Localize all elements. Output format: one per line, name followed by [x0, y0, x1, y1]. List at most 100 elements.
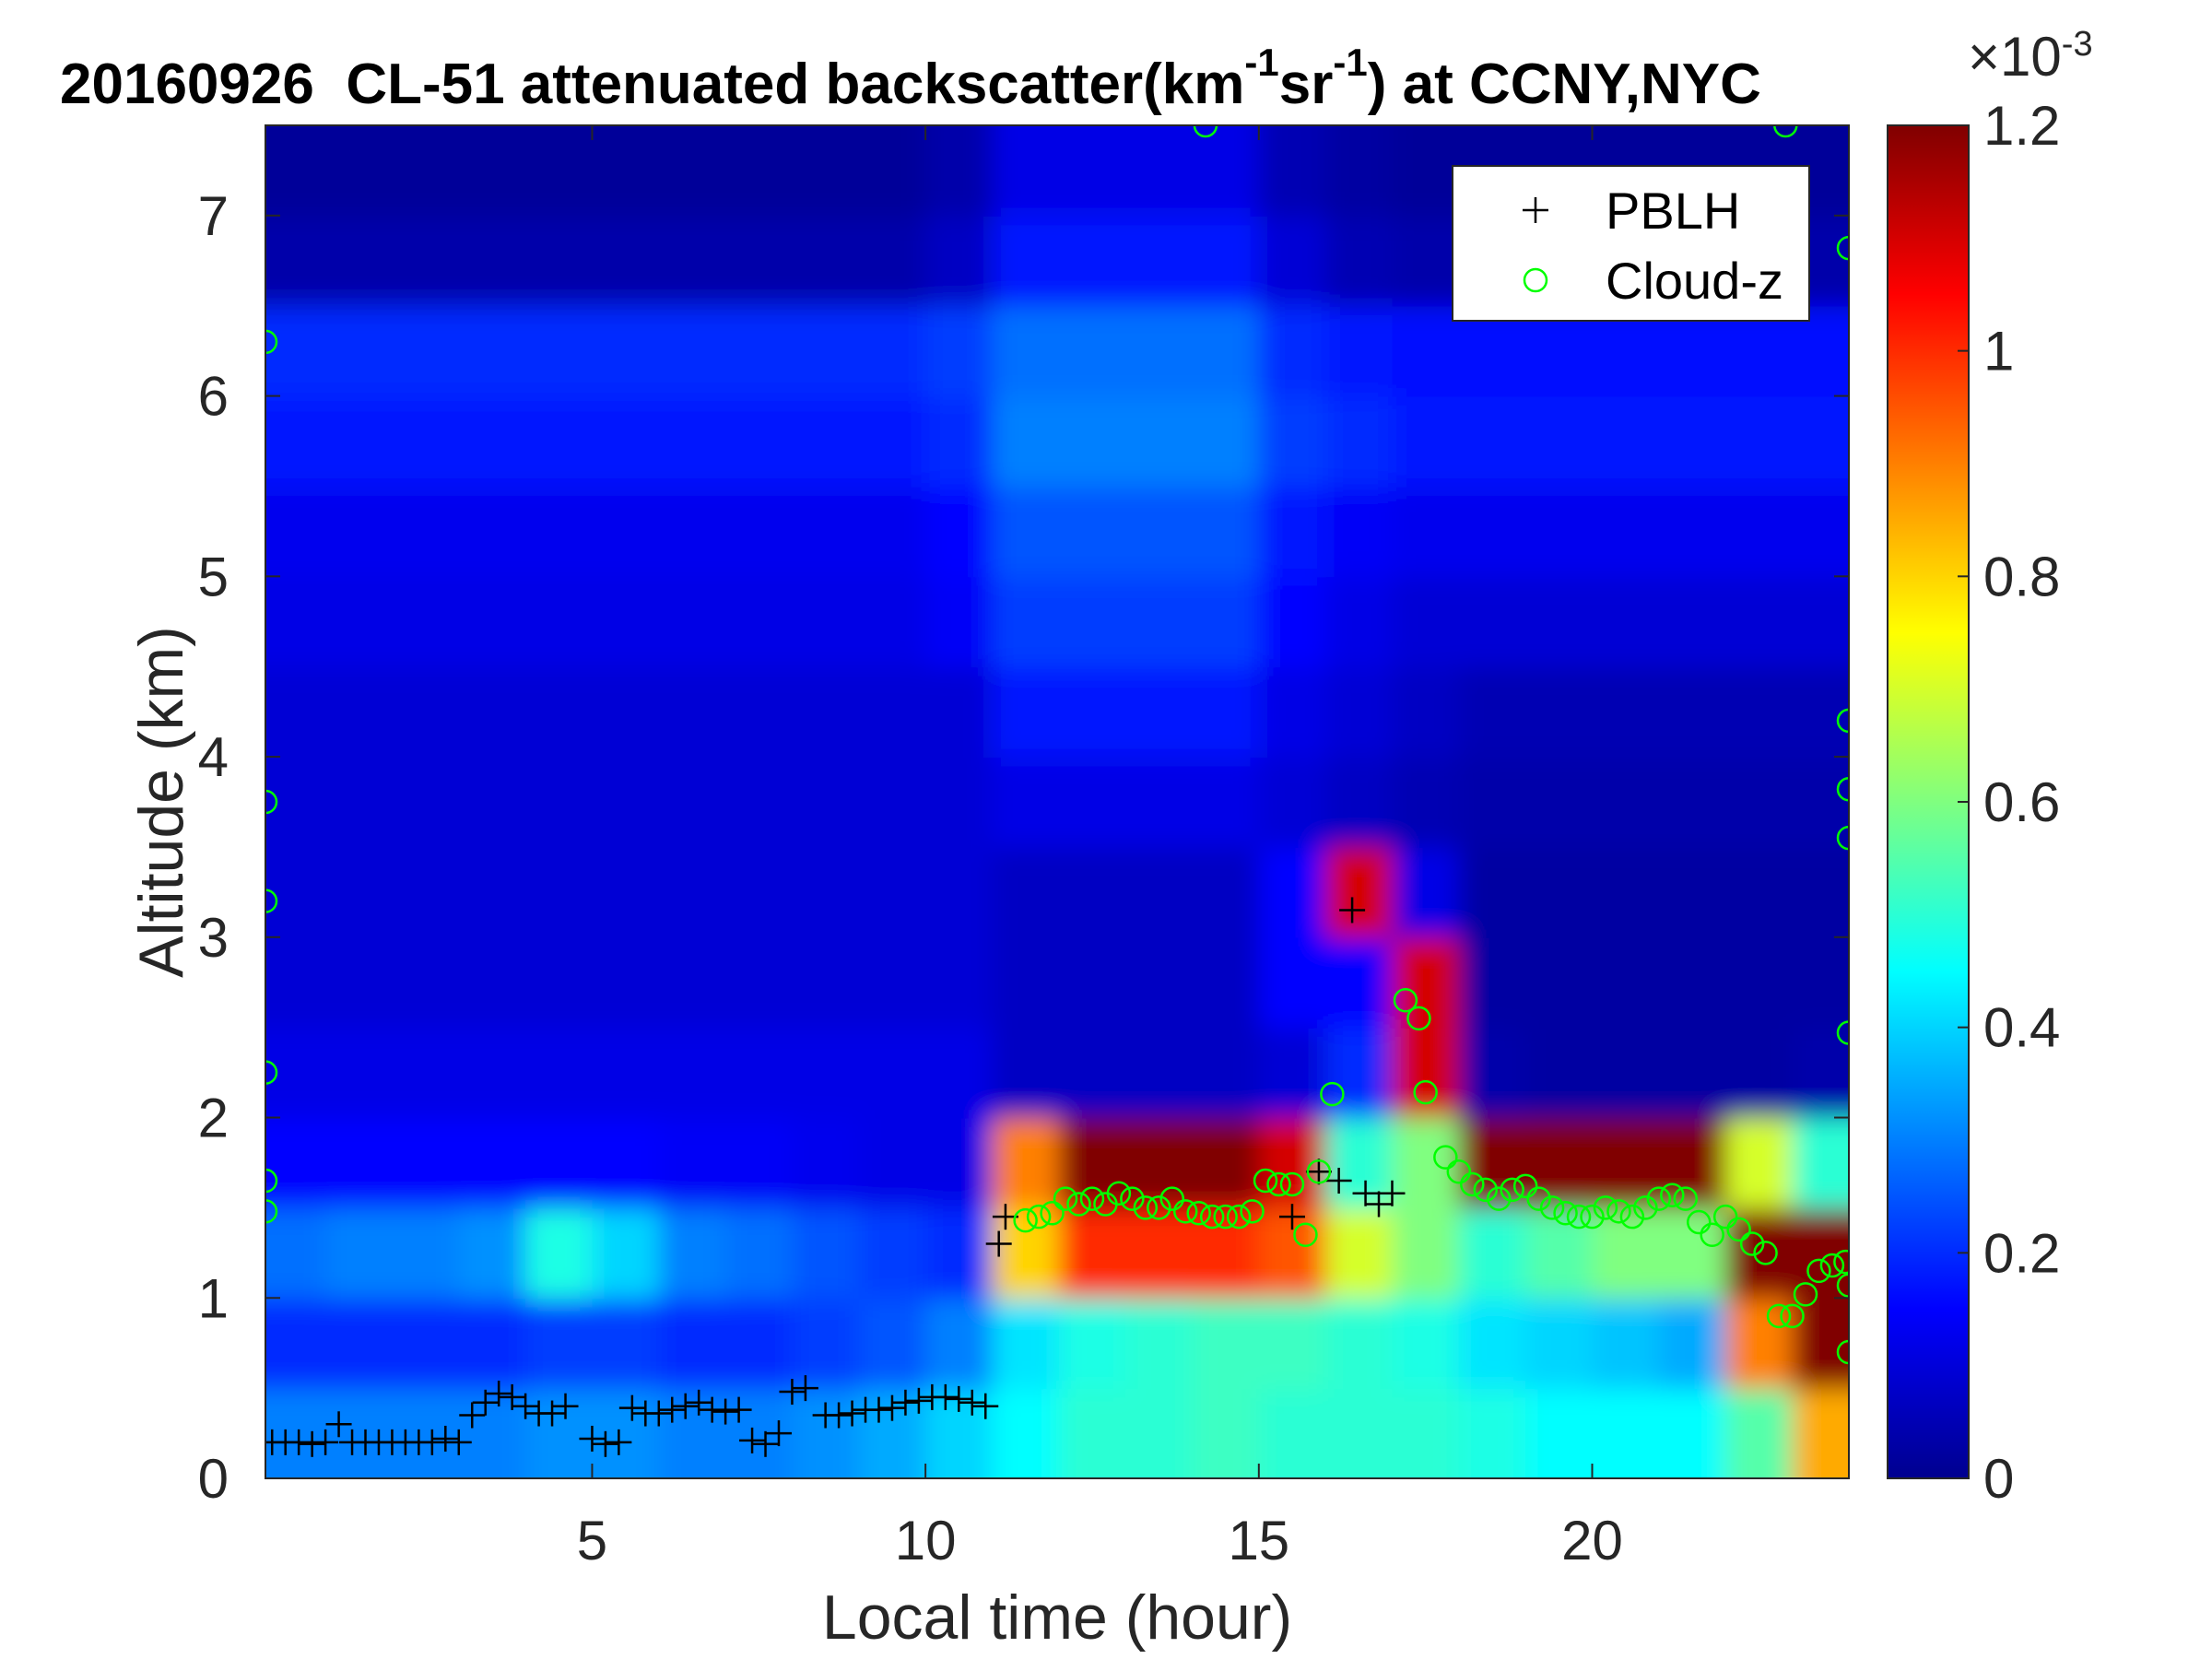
y-axis-label: Altitude (km) — [126, 626, 196, 978]
heatmap-cell — [325, 936, 394, 1029]
heatmap-cell — [658, 576, 727, 668]
heatmap-cell — [925, 1117, 994, 1209]
cloud-z-marker — [1473, 1177, 1499, 1203]
heatmap-cell — [1125, 305, 1194, 397]
pblh-marker — [606, 1429, 632, 1455]
heatmap-cell — [1325, 305, 1394, 397]
heatmap-cell — [725, 846, 794, 938]
heatmap-cell — [792, 757, 860, 848]
x-tick-label: 20 — [1561, 1510, 1623, 1571]
cloud-z-marker — [1726, 1217, 1751, 1242]
x-tick-label: 10 — [895, 1510, 957, 1571]
heatmap-cell — [592, 666, 660, 759]
pblh-marker — [418, 1429, 445, 1455]
heatmap-cell — [1392, 1027, 1460, 1119]
pblh-marker — [592, 1430, 618, 1457]
heatmap-cell — [1658, 1027, 1727, 1119]
heatmap-cell — [658, 757, 727, 848]
heatmap-cell — [1325, 1117, 1394, 1209]
pblh-marker — [432, 1425, 459, 1452]
heatmap-cell — [265, 1298, 327, 1390]
heatmap-cell — [1125, 1027, 1194, 1119]
heatmap-cell — [925, 1207, 994, 1300]
heatmap-cell — [1458, 666, 1527, 759]
heatmap-cell — [858, 305, 927, 397]
heatmap-cell — [392, 305, 460, 397]
cloud-z-marker — [1836, 1020, 1849, 1045]
heatmap-cell — [1258, 936, 1327, 1029]
heatmap-cell — [1525, 846, 1594, 938]
heatmap-cell — [325, 1207, 394, 1300]
heatmap-cell — [265, 576, 327, 668]
heatmap-cell — [658, 1207, 727, 1300]
heatmap-cell — [1325, 1207, 1394, 1300]
cloud-z-marker — [1406, 1006, 1431, 1031]
heatmap-cell — [325, 215, 394, 307]
heatmap-cell — [1658, 846, 1727, 938]
heatmap-cell — [1458, 1298, 1527, 1390]
heatmap-cell — [458, 486, 527, 578]
heatmap-cell — [1525, 486, 1594, 578]
heatmap-cell — [1058, 125, 1127, 217]
heatmap-cell — [992, 1027, 1060, 1119]
heatmap-cell — [1725, 395, 1794, 488]
heatmap-cell — [925, 486, 994, 578]
heatmap-cell — [792, 936, 860, 1029]
heatmap-cell — [925, 1298, 994, 1390]
heatmap-cell — [1058, 1298, 1127, 1390]
pblh-marker — [892, 1389, 919, 1416]
x-tick-label: 15 — [1228, 1510, 1289, 1571]
heatmap-cell — [1792, 486, 1849, 578]
heatmap-cell — [1658, 1117, 1727, 1209]
pblh-marker — [1352, 1180, 1379, 1206]
heatmap-cell — [1192, 757, 1260, 848]
heatmap-cell — [858, 1027, 927, 1119]
pblh-marker — [712, 1398, 739, 1425]
cloud-z-marker — [1836, 1339, 1849, 1365]
heatmap-cell — [992, 757, 1060, 848]
heatmap-cell — [992, 1298, 1060, 1390]
heatmap-cell — [925, 1027, 994, 1119]
heatmap-cell — [1058, 486, 1127, 578]
heatmap-cell — [1258, 666, 1327, 759]
y-tick-label: 2 — [198, 1088, 229, 1149]
pblh-marker — [299, 1430, 325, 1457]
cloud-z-marker — [1199, 1204, 1225, 1230]
heatmap-cell — [325, 125, 394, 217]
heatmap-cell — [1458, 936, 1527, 1029]
heatmap-cell — [1325, 1388, 1394, 1478]
colorbar-tick-label: 0.4 — [1983, 997, 2060, 1059]
pblh-marker — [312, 1429, 339, 1455]
pblh-marker — [1379, 1180, 1406, 1206]
pblh-marker — [472, 1389, 499, 1416]
colorbar-multiplier-base: 10 — [2000, 26, 2062, 88]
heatmap-cell — [1592, 395, 1660, 488]
colorbar-tick-label: 0 — [1983, 1448, 2014, 1510]
heatmap-cell — [1192, 305, 1260, 397]
heatmap-cell — [658, 1388, 727, 1478]
heatmap-cell — [792, 486, 860, 578]
cloud-z-marker — [1460, 1171, 1485, 1197]
heatmap-cell — [1792, 846, 1849, 938]
pblh-marker — [486, 1381, 512, 1407]
cloud-z-marker — [1793, 1282, 1818, 1307]
heatmap-cell — [265, 1117, 327, 1209]
heatmap-cell — [1792, 395, 1849, 488]
heatmap-cell — [525, 936, 594, 1029]
heatmap-cell — [858, 395, 927, 488]
heatmap-cell — [392, 486, 460, 578]
pblh-marker — [865, 1396, 892, 1423]
heatmap-cell — [592, 576, 660, 668]
heatmap-cell — [458, 1117, 527, 1209]
pblh-marker — [618, 1394, 645, 1421]
y-tick-label: 1 — [198, 1267, 229, 1329]
colorbar-multiplier: ×10-3 — [1968, 25, 2093, 88]
heatmap-cell — [925, 215, 994, 307]
heatmap-cell — [592, 486, 660, 578]
cloud-z-marker — [1836, 708, 1849, 734]
heatmap-cell — [1525, 1027, 1594, 1119]
heatmap-cell — [1525, 395, 1594, 488]
heatmap-cell — [1392, 305, 1460, 397]
heatmap-cell — [458, 666, 527, 759]
